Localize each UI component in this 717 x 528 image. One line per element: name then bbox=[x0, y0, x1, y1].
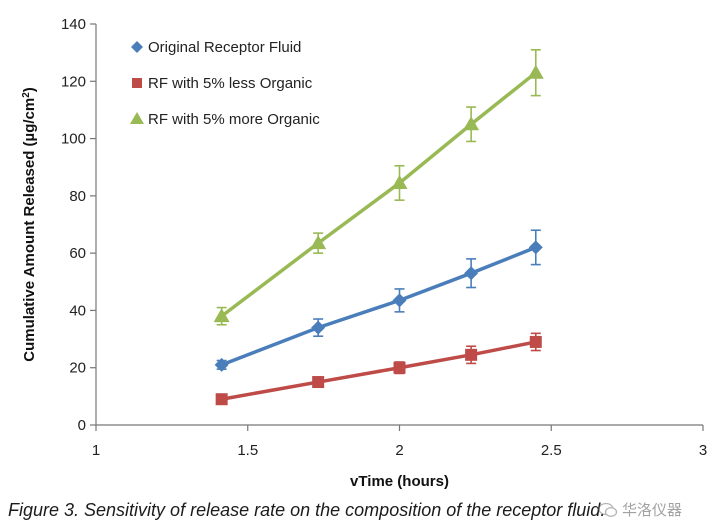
x-tick-label: 1 bbox=[92, 442, 100, 459]
data-point bbox=[528, 240, 543, 255]
watermark-text: 华洛仪器 bbox=[622, 501, 683, 519]
chart: 0 20 40 60 80 100 120 140 1 1.5 2 2.5 3 Original Rec… bbox=[21, 16, 708, 490]
legend-marker bbox=[131, 41, 143, 53]
legend-marker bbox=[132, 78, 142, 88]
x-tick-label: 1.5 bbox=[237, 442, 258, 459]
data-point bbox=[312, 376, 325, 389]
wechat-icon bbox=[598, 502, 618, 517]
figure-caption: Figure 3. Sensitivity of release rate on… bbox=[8, 500, 606, 520]
series-line bbox=[221, 245, 537, 367]
y-tick-label: 120 bbox=[61, 73, 86, 90]
data-point bbox=[214, 357, 229, 372]
legend-marker bbox=[130, 112, 144, 124]
x-axis-title: vTime (hours) bbox=[350, 473, 449, 490]
legend: Original Receptor Fluid RF with 5% less O… bbox=[130, 39, 320, 128]
axes: 0 20 40 60 80 100 120 140 1 1.5 2 2.5 3 bbox=[61, 16, 707, 459]
legend-label: Original Receptor Fluid bbox=[148, 39, 301, 56]
y-tick-label: 40 bbox=[69, 302, 86, 319]
data-point bbox=[311, 320, 326, 335]
y-tick-label: 20 bbox=[69, 360, 86, 377]
data-point bbox=[465, 348, 478, 361]
y-tick-label: 0 bbox=[78, 417, 86, 434]
y-axis-title-end: ) bbox=[21, 87, 38, 92]
data-point bbox=[213, 308, 230, 323]
y-tick-label: 100 bbox=[61, 131, 86, 148]
series-line bbox=[220, 71, 537, 318]
legend-item: RF with 5% more Organic bbox=[130, 111, 320, 128]
y-axis-title-superscript: 2 bbox=[21, 92, 32, 98]
data-point bbox=[391, 174, 408, 189]
x-tick-label: 3 bbox=[699, 442, 707, 459]
data-point bbox=[464, 266, 479, 281]
data-point bbox=[392, 293, 407, 308]
series-square bbox=[215, 332, 542, 406]
data-point bbox=[393, 361, 406, 374]
x-tick-label: 2.5 bbox=[541, 442, 562, 459]
data-point bbox=[215, 393, 228, 406]
legend-label: RF with 5% more Organic bbox=[148, 111, 320, 128]
y-axis-title-main: Cumulative Amount Released (µg/cm bbox=[21, 98, 38, 362]
y-axis-title: Cumulative Amount Released (µg/cm2) bbox=[21, 87, 39, 362]
x-tick-label: 2 bbox=[395, 442, 403, 459]
y-tick-label: 60 bbox=[69, 245, 86, 262]
legend-item: Original Receptor Fluid bbox=[131, 39, 301, 56]
data-point bbox=[529, 335, 542, 348]
legend-item: RF with 5% less Organic bbox=[132, 75, 313, 92]
data-point bbox=[310, 235, 327, 250]
watermark: 华洛仪器 bbox=[598, 499, 682, 520]
series-layer bbox=[213, 48, 544, 406]
series-diamond bbox=[214, 229, 543, 372]
series-line bbox=[221, 340, 537, 401]
y-tick-label: 80 bbox=[69, 188, 86, 205]
data-point bbox=[463, 116, 480, 131]
legend-label: RF with 5% less Organic bbox=[148, 75, 313, 92]
series-triangle bbox=[213, 48, 544, 326]
y-tick-label: 140 bbox=[61, 16, 86, 33]
data-point bbox=[527, 64, 544, 79]
